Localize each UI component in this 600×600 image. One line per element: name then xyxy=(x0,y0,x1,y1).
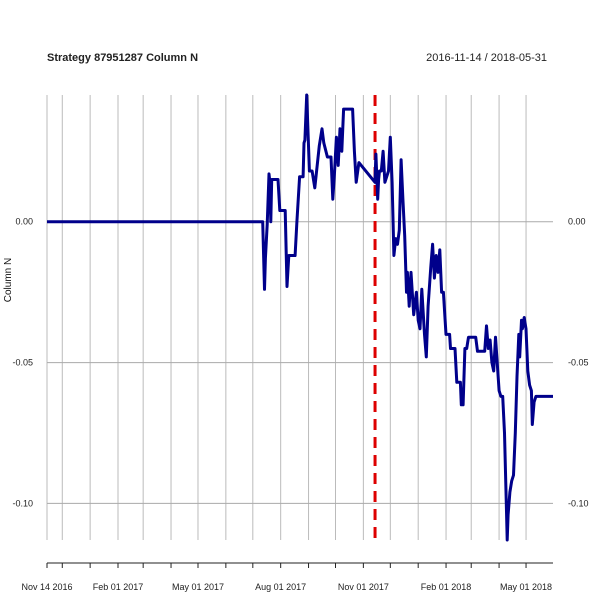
x-tick-label: Feb 01 2018 xyxy=(421,582,472,592)
x-axis: Nov 14 2016 Feb 01 2017 May 01 2017 Aug 01 … xyxy=(21,562,553,592)
x-tick-label: Nov 14 2016 xyxy=(21,582,72,592)
y-tick-label: -0.05 xyxy=(12,358,33,368)
horizontal-gridlines xyxy=(47,221,553,504)
x-tick-label: Aug 01 2017 xyxy=(255,582,306,592)
y-axis-label: Column N xyxy=(3,258,14,302)
y-tick-label: -0.05 xyxy=(568,358,589,368)
y-tick-label: 0.00 xyxy=(568,217,586,227)
series-line xyxy=(47,93,553,542)
x-tick-label: May 01 2017 xyxy=(172,582,224,592)
x-tick-label: Nov 01 2017 xyxy=(338,582,389,592)
x-tick-label: May 01 2018 xyxy=(500,582,552,592)
chart-title: Strategy 87951287 Column N xyxy=(47,52,198,64)
y-tick-label: 0.00 xyxy=(15,217,33,227)
y-tick-label: -0.10 xyxy=(568,498,589,508)
date-range-label: 2016-11-14 / 2018-05-31 xyxy=(426,52,547,64)
y-tick-labels-left: 0.00 -0.05 -0.10 xyxy=(12,217,33,509)
vertical-gridlines xyxy=(46,95,527,540)
y-tick-label: -0.10 xyxy=(12,498,33,508)
x-tick-label: Feb 01 2017 xyxy=(93,582,144,592)
y-tick-labels-right: 0.00 -0.05 -0.10 xyxy=(568,217,589,509)
series-group xyxy=(47,93,553,542)
